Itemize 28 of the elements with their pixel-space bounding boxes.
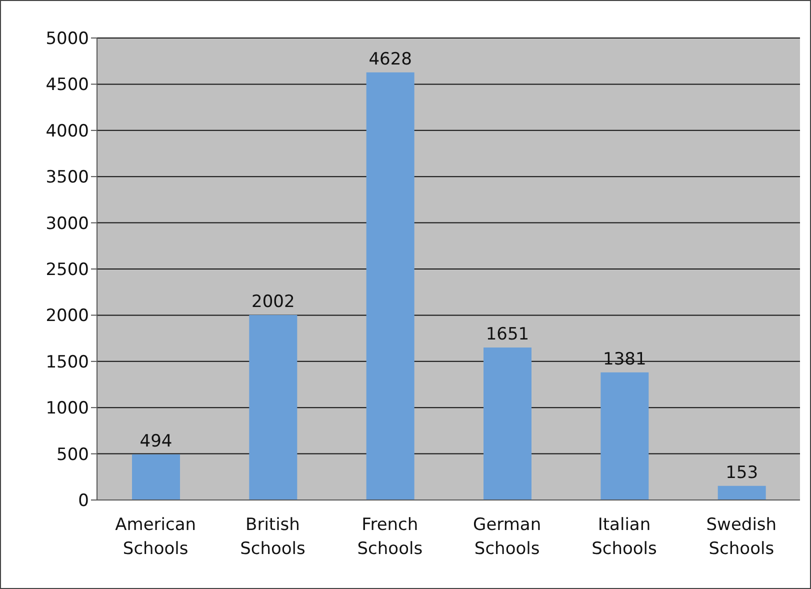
y-tick-label: 4000	[46, 121, 89, 142]
y-tick-label: 2000	[46, 306, 89, 326]
x-tick-label: British Schools	[240, 515, 306, 559]
x-tick-label: German Schools	[473, 515, 542, 559]
y-tick-label: 5000	[46, 29, 89, 50]
y-tick-label: 2500	[46, 260, 89, 280]
bar	[366, 72, 414, 500]
x-tick-label: French Schools	[357, 515, 423, 559]
y-tick-label: 3000	[46, 214, 89, 234]
x-tick-label: Swedish Schools	[706, 515, 777, 559]
data-label: 2002	[252, 292, 295, 312]
y-tick-label: 0	[78, 491, 89, 512]
x-tick-label: Italian Schools	[592, 515, 658, 559]
bar	[249, 315, 298, 500]
x-tick-label: American Schools	[115, 515, 196, 559]
y-tick-label: 3500	[46, 168, 89, 188]
y-tick-label: 1500	[46, 352, 89, 372]
y-tick-label: 500	[56, 444, 89, 465]
data-label: 494	[140, 431, 172, 452]
bar	[718, 486, 766, 500]
bar	[600, 372, 649, 500]
y-tick-label: 1000	[46, 398, 89, 419]
data-label: 4628	[368, 49, 412, 70]
y-tick-label: 4500	[46, 75, 89, 96]
data-label: 153	[726, 462, 758, 483]
bar	[484, 347, 532, 500]
data-label: 1651	[486, 324, 530, 344]
bar	[132, 454, 180, 500]
